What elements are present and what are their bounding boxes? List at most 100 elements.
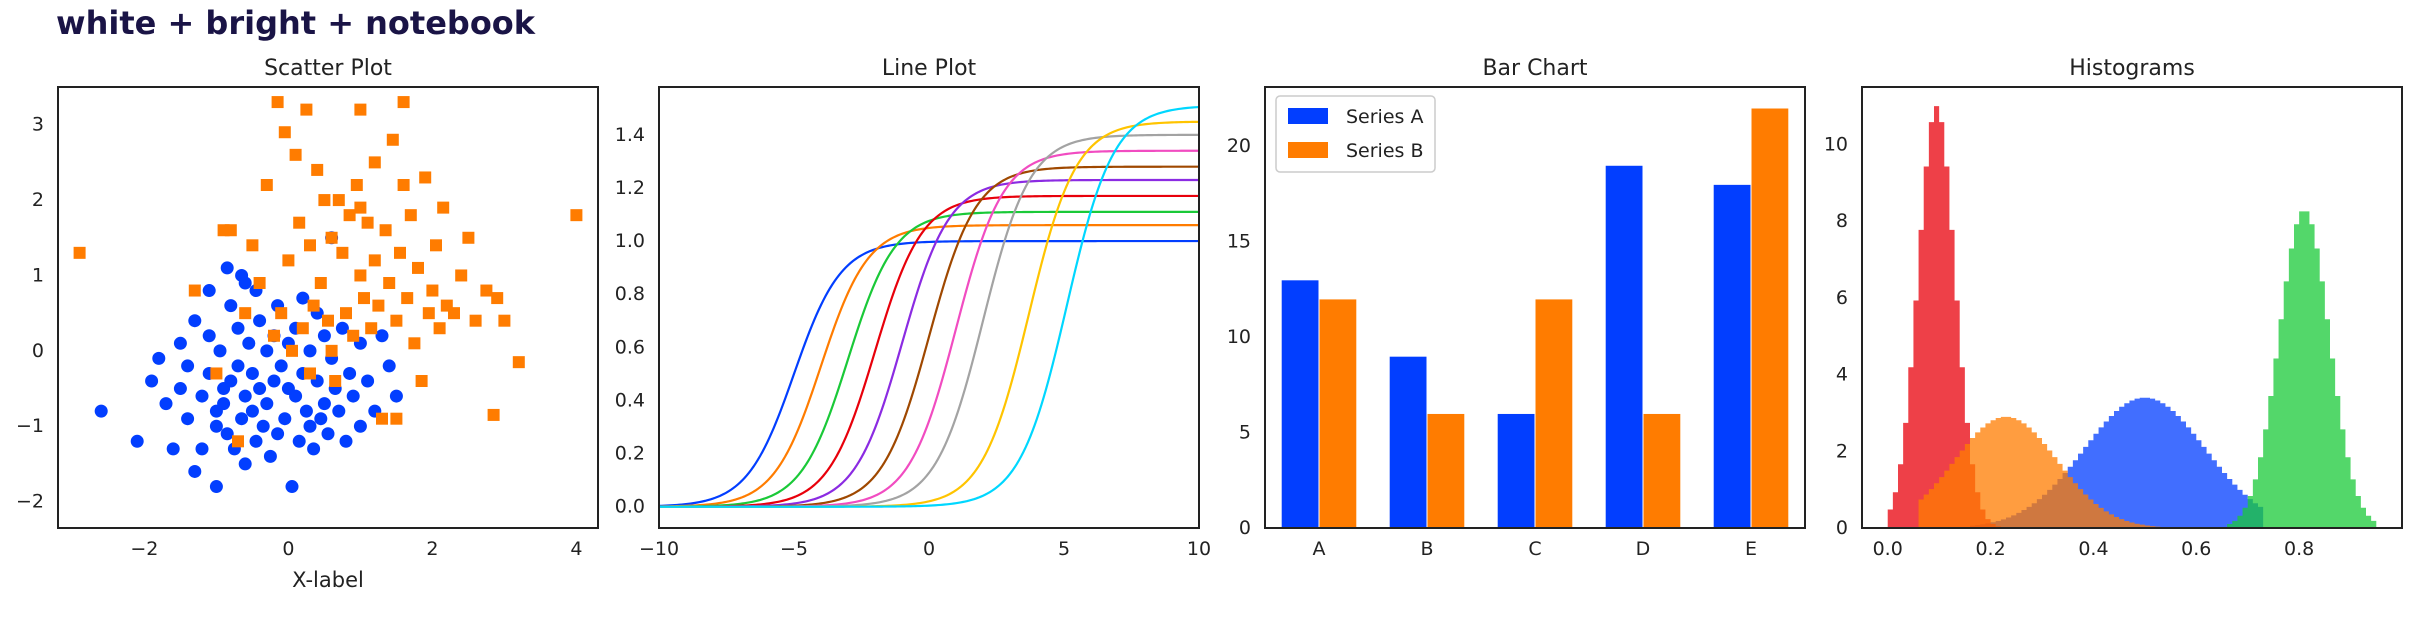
- scatter-circle-point: [195, 442, 209, 456]
- x-tick-label: D: [1636, 538, 1651, 560]
- scatter-circle-point: [152, 351, 166, 365]
- y-tick-label: 6: [1836, 287, 1848, 309]
- legend-label: Series A: [1346, 106, 1423, 128]
- scatter-circle-point: [317, 329, 331, 343]
- y-tick-label: 0: [1239, 517, 1251, 539]
- y-tick-label: 0.4: [615, 389, 645, 411]
- scatter-circle-point: [159, 397, 173, 411]
- histogram-series: [1918, 416, 2238, 528]
- scatter-square-point: [437, 201, 450, 214]
- scatter-square-point: [322, 314, 334, 327]
- scatter-square-point: [379, 224, 392, 237]
- scatter-square-point: [296, 322, 309, 335]
- scatter-square-point: [304, 239, 316, 252]
- line-series: [659, 210, 1199, 508]
- scatter-circle-point: [314, 412, 328, 426]
- scatter-square-point: [358, 292, 370, 305]
- scatter-square-point: [419, 171, 432, 184]
- y-tick-label: −1: [16, 415, 44, 437]
- scatter-square-point: [300, 103, 313, 116]
- scatter-circle-point: [389, 389, 403, 403]
- scatter-circle-point: [224, 299, 238, 313]
- scatter-square-point: [311, 163, 324, 176]
- scatter-square-point: [498, 314, 511, 327]
- scatter-square-point: [232, 435, 244, 448]
- scatter-square-point: [282, 254, 295, 267]
- y-tick-label: 8: [1836, 210, 1848, 232]
- scatter-circle-point: [332, 404, 346, 418]
- line-series: [659, 239, 1199, 507]
- scatter-square-point: [268, 329, 280, 342]
- scatter-circle-point: [335, 321, 349, 335]
- scatter-circle-point: [260, 397, 274, 411]
- figure-title: white + bright + notebook: [56, 4, 536, 42]
- scatter-square-point: [239, 307, 252, 320]
- scatter-square-point: [210, 367, 223, 380]
- y-tick-label: 1.4: [615, 124, 645, 146]
- scatter-circle-point: [213, 344, 227, 358]
- scatter-square-point: [332, 194, 345, 207]
- scatter-square-point: [491, 292, 504, 305]
- scatter-circle-point: [285, 480, 299, 494]
- y-tick-label: 10: [1227, 326, 1251, 348]
- scatter-square-point: [512, 356, 525, 369]
- bar-series-b: [1534, 298, 1574, 529]
- bar-series-b: [1750, 107, 1790, 529]
- scatter-circle-point: [274, 359, 288, 373]
- y-tick-label: 3: [32, 114, 44, 136]
- scatter-circle-point: [94, 404, 108, 418]
- scatter-circle-point: [271, 427, 285, 441]
- plot-frame: [57, 86, 599, 529]
- x-tick-label: A: [1313, 538, 1326, 560]
- scatter-circle-point: [188, 314, 202, 328]
- scatter-circle-point: [292, 434, 306, 448]
- scatter-circle-point: [375, 329, 389, 343]
- scatter-circle-point: [202, 284, 216, 298]
- scatter-circle-point: [245, 404, 259, 418]
- y-tick-label: −2: [16, 491, 44, 513]
- scatter-circle-point: [242, 336, 256, 350]
- scatter-circle-point: [166, 442, 180, 456]
- scatter-circle-point: [209, 480, 223, 494]
- legend-swatch: [1288, 108, 1328, 124]
- y-tick-label: 0.0: [615, 496, 645, 518]
- scatter-square-point: [307, 299, 320, 312]
- scatter-square-point: [343, 209, 356, 222]
- scatter-circle-point: [220, 427, 234, 441]
- scatter-square-point: [329, 375, 342, 387]
- scatter-square-point: [408, 337, 421, 350]
- scatter-square-point: [390, 412, 403, 425]
- scatter-circle-point: [278, 412, 292, 426]
- scatter-square-point: [415, 375, 428, 387]
- scatter-square-point: [448, 307, 460, 320]
- scatter-circle-point: [353, 419, 367, 433]
- line-series: [659, 149, 1199, 508]
- plot-frame: [1861, 86, 2403, 529]
- bar-series-a: [1280, 279, 1320, 529]
- scatter-circle-point: [263, 449, 277, 463]
- bar-series-b: [1318, 298, 1358, 529]
- scatter-square-point: [304, 367, 316, 380]
- scatter-square-point: [433, 322, 446, 335]
- scatter-square-point: [390, 314, 403, 327]
- scatter-square-point: [354, 103, 367, 116]
- scatter-points: [73, 96, 583, 494]
- scatter-circle-point: [382, 359, 396, 373]
- scatter-circle-point: [202, 329, 216, 343]
- y-tick-label: 1.2: [615, 177, 645, 199]
- scatter-circle-point: [346, 389, 360, 403]
- scatter-square-point: [347, 329, 360, 342]
- scatter-square-point: [275, 307, 288, 320]
- scatter-square-point: [354, 269, 367, 282]
- x-tick-label: 0.4: [2078, 538, 2108, 560]
- y-tick-label: 0.6: [615, 336, 645, 358]
- line-series: [659, 105, 1199, 508]
- scatter-square-point: [325, 231, 338, 244]
- scatter-square-point: [480, 284, 493, 297]
- scatter-square-point: [487, 408, 500, 421]
- scatter-circle-point: [224, 374, 238, 388]
- chart-title: Bar Chart: [1482, 56, 1587, 81]
- scatter-square-point: [426, 284, 439, 297]
